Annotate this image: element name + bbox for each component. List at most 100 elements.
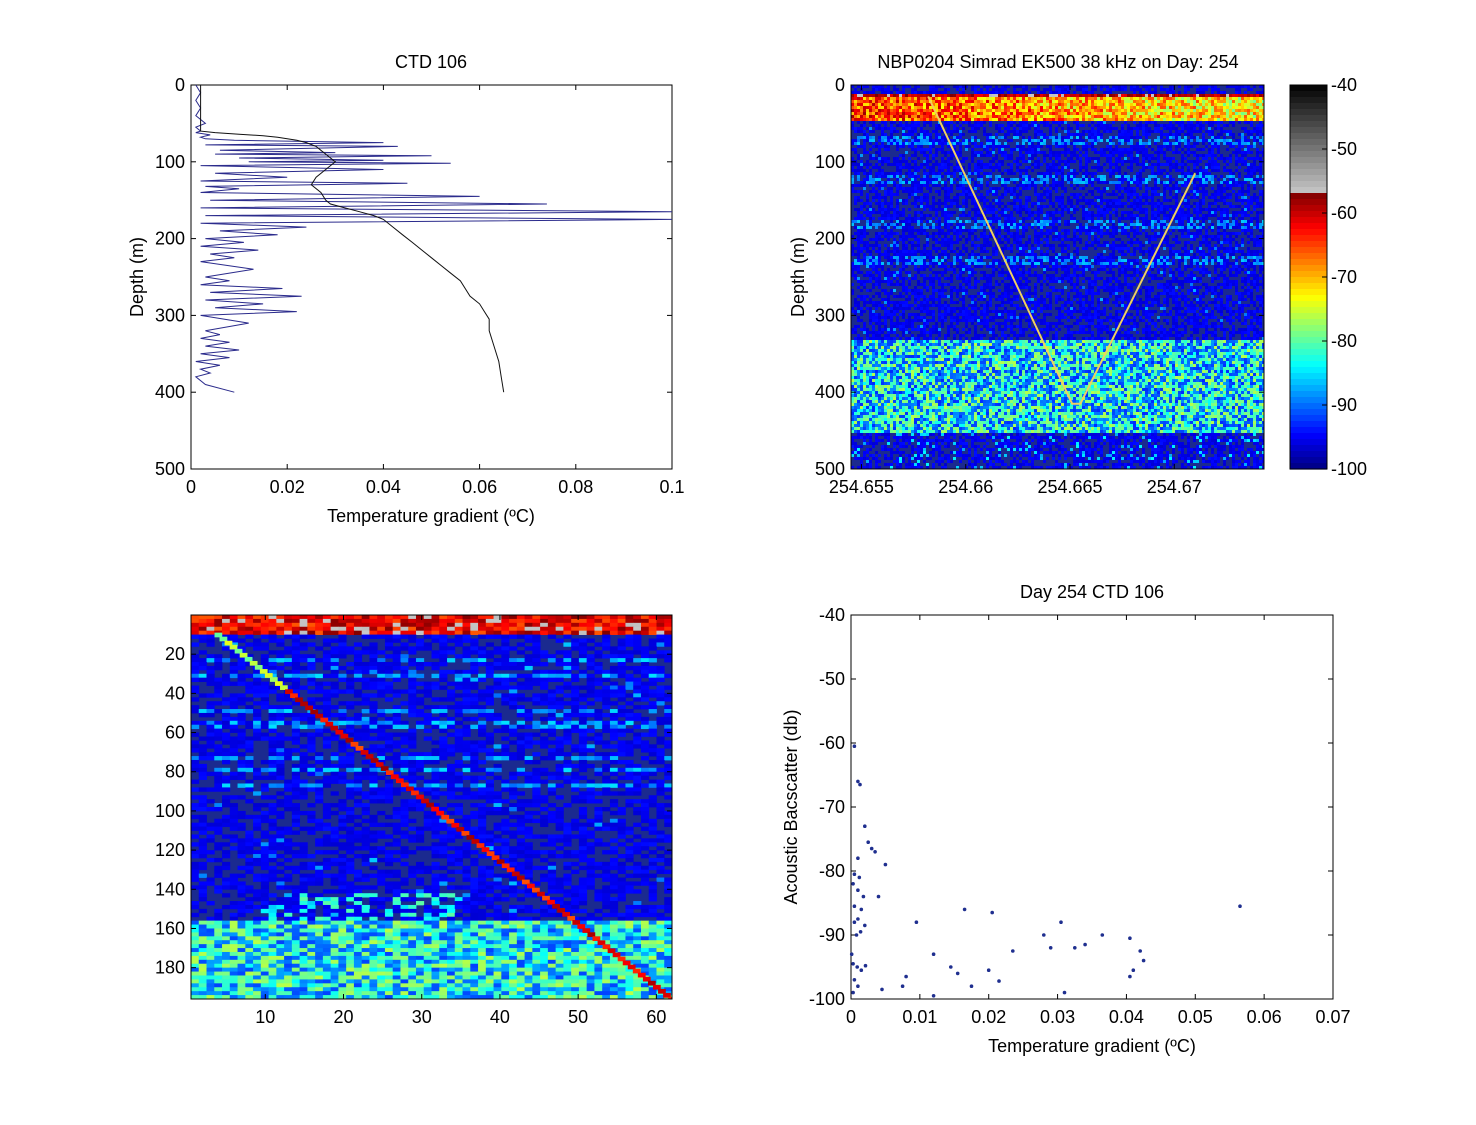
echogram-cell	[1214, 88, 1217, 91]
echogram-cell	[1007, 100, 1010, 103]
echogram-cell	[881, 115, 884, 118]
echogram-cell	[1238, 91, 1241, 94]
echogram-cell	[908, 181, 911, 184]
echogram-cell	[911, 112, 914, 115]
echogram-cell	[959, 151, 962, 154]
echogram-cell	[1223, 220, 1226, 223]
echogram-cell	[911, 109, 914, 112]
echogram-cell	[1031, 211, 1034, 214]
echogram-cell	[1100, 97, 1103, 100]
echogram-cell	[890, 139, 893, 142]
echogram-cell	[1022, 229, 1025, 232]
echogram-cell	[884, 223, 887, 226]
echogram-cell	[962, 133, 965, 136]
echogram-cell	[950, 157, 953, 160]
echogram-cell	[941, 187, 944, 190]
echogram-cell	[890, 118, 893, 121]
echogram-cell	[920, 151, 923, 154]
echogram-cell	[1097, 196, 1100, 199]
echogram-cell	[920, 214, 923, 217]
echogram-cell	[923, 133, 926, 136]
echogram-cell	[1202, 142, 1205, 145]
echogram-cell	[890, 133, 893, 136]
echogram-cell	[1181, 169, 1184, 172]
echogram-cell	[1004, 106, 1007, 109]
echogram-cell	[1211, 208, 1214, 211]
echogram-cell	[854, 163, 857, 166]
echogram-cell	[938, 169, 941, 172]
echogram-cell	[884, 94, 887, 97]
echogram-cell	[998, 103, 1001, 106]
echogram-cell	[1175, 112, 1178, 115]
echogram-cell	[950, 229, 953, 232]
echogram-cell	[974, 115, 977, 118]
echogram-cell	[1235, 154, 1238, 157]
echogram-cell	[1193, 193, 1196, 196]
echogram-cell	[1232, 142, 1235, 145]
echogram-cell	[1226, 220, 1229, 223]
echogram-cell	[1205, 121, 1208, 124]
echogram-cell	[1049, 190, 1052, 193]
echogram-cell	[950, 184, 953, 187]
echogram-cell	[920, 112, 923, 115]
echogram-cell	[1136, 130, 1139, 133]
echogram-cell	[1022, 91, 1025, 94]
echogram-cell	[1076, 202, 1079, 205]
echogram-cell	[1109, 199, 1112, 202]
echogram-cell	[893, 127, 896, 130]
echogram-cell	[926, 184, 929, 187]
echogram-cell	[917, 145, 920, 148]
echogram-cell	[1190, 220, 1193, 223]
echogram-cell	[890, 94, 893, 97]
echogram-cell	[1175, 199, 1178, 202]
echogram-cell	[1241, 208, 1244, 211]
echogram-cell	[875, 175, 878, 178]
echogram-cell	[1007, 202, 1010, 205]
echogram-cell	[1199, 154, 1202, 157]
echogram-cell	[1145, 208, 1148, 211]
echogram-cell	[1019, 148, 1022, 151]
echogram-cell	[944, 94, 947, 97]
echogram-cell	[1262, 142, 1264, 145]
echogram-cell	[1043, 193, 1046, 196]
echogram-cell	[989, 166, 992, 169]
echogram-cell	[956, 142, 959, 145]
echogram-cell	[1085, 175, 1088, 178]
echogram-cell	[1097, 106, 1100, 109]
echogram-cell	[926, 226, 929, 229]
echogram-cell	[1109, 208, 1112, 211]
echogram-cell	[974, 229, 977, 232]
echogram-cell	[1010, 196, 1013, 199]
echogram-cell	[995, 97, 998, 100]
echogram-cell	[1127, 178, 1130, 181]
echogram-cell	[1061, 196, 1064, 199]
echogram-cell	[992, 169, 995, 172]
echogram-cell	[1241, 133, 1244, 136]
echogram-cell	[1220, 217, 1223, 220]
echogram-cell	[968, 163, 971, 166]
echogram-cell	[1211, 145, 1214, 148]
echogram-cell	[857, 217, 860, 220]
echogram-cell	[1169, 199, 1172, 202]
echogram-cell	[1208, 94, 1211, 97]
echogram-cell	[1121, 211, 1124, 214]
echogram-cell	[1193, 109, 1196, 112]
echogram-cell	[1196, 124, 1199, 127]
echogram-cell	[995, 85, 998, 88]
echogram-cell	[956, 154, 959, 157]
echogram-cell	[1214, 193, 1217, 196]
echogram-cell	[1001, 202, 1004, 205]
echogram-cell	[1010, 130, 1013, 133]
echogram-cell	[1184, 199, 1187, 202]
echogram-cell	[1196, 91, 1199, 94]
echogram-cell	[878, 112, 881, 115]
echogram-cell	[881, 217, 884, 220]
echogram-cell	[1133, 205, 1136, 208]
echogram-cell	[995, 142, 998, 145]
echogram-cell	[1034, 124, 1037, 127]
echogram-cell	[1196, 205, 1199, 208]
echogram-cell	[1196, 139, 1199, 142]
echogram-cell	[863, 115, 866, 118]
echogram-cell	[1067, 142, 1070, 145]
echogram-cell	[1112, 211, 1115, 214]
